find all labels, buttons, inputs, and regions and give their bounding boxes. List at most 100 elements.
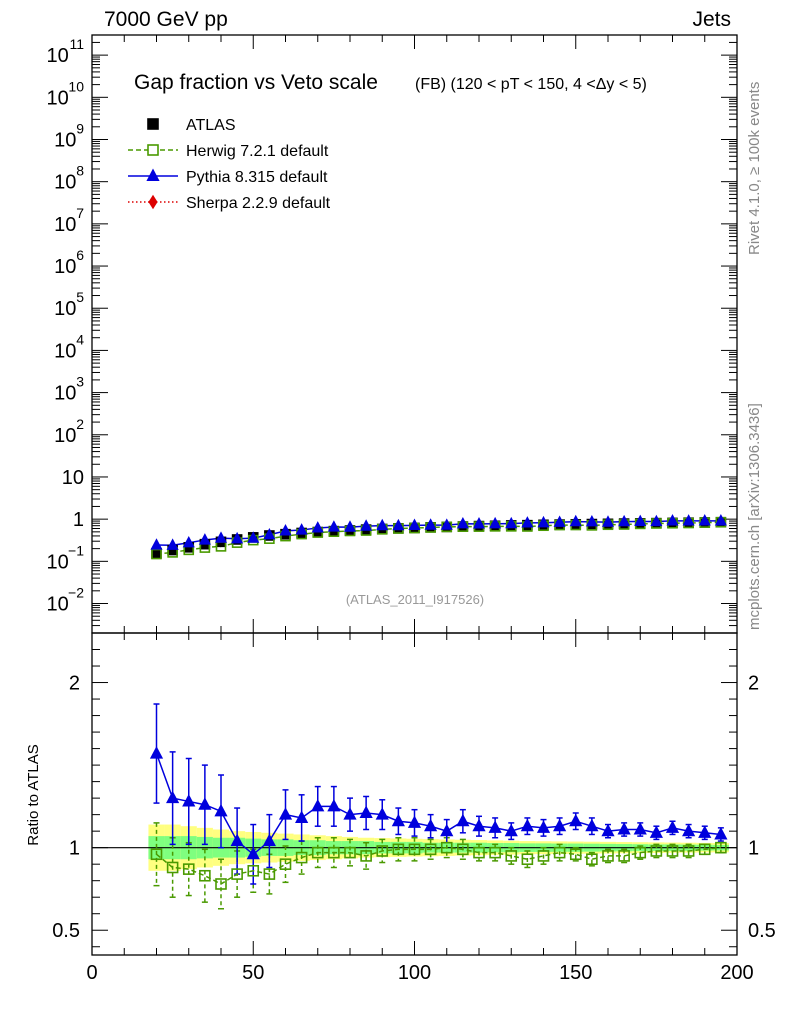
pythia-main-marker [408,518,421,530]
pythia-ratio-marker [520,818,534,832]
header-right: Jets [692,8,731,31]
pythia-ratio-marker [214,803,228,817]
pythia-main-marker [585,514,598,527]
legend-label-sherpa: Sherpa 2.2.9 default [186,195,331,212]
herwig-ratio-marker [231,868,243,880]
ratio-y-tick-label: 0.5 [52,920,80,942]
x-tick-label: 0 [86,962,97,984]
herwig-ratio-marker [311,846,324,859]
pythia-main-marker [231,531,244,544]
ratio-panel-data [149,703,728,910]
y-tick-label: 10 [54,383,76,405]
main-panel-data [150,513,727,560]
herwig-ratio-marker [328,846,340,859]
herwig-ratio-marker [295,851,308,864]
pythia-ratio-marker [262,833,276,847]
pythia-ratio-marker [327,798,341,812]
y-tick-exponent: 2 [76,416,84,432]
legend-label-pythia: Pythia 8.315 default [186,169,328,186]
herwig-ratio-marker [215,878,227,890]
pythia-main-marker [569,514,582,527]
herwig-ratio-marker [424,843,437,856]
herwig-ratio-marker [602,850,614,862]
rivet-label: Rivet 4.1.0, ≥ 100k events [746,81,763,255]
pythia-ratio-marker [504,823,518,837]
pythia-ratio-marker [278,807,293,820]
y-tick-exponent: 10 [68,78,84,94]
y-tick-exponent: −1 [68,542,84,558]
herwig-ratio-marker [650,845,663,857]
pythia-ratio-marker [149,746,164,759]
herwig-ratio-marker [682,845,695,857]
pythia-ratio-marker [553,818,567,832]
herwig-ratio-marker [537,850,550,862]
pythia-main-marker [489,516,502,529]
x-tick-label: 150 [559,962,592,984]
pythia-ratio-marker [649,825,663,838]
ratio-y-tick-label: 2 [69,673,80,695]
pythia-ratio-marker [343,807,357,820]
herwig-ratio-marker [199,869,211,882]
pythia-main-marker [214,531,228,543]
y-tick-exponent: 9 [76,120,84,136]
herwig-ratio-marker [553,846,566,859]
pythia-main-marker [537,515,550,528]
pythia-main-marker [295,523,308,535]
y-tick-label: 10 [62,467,84,489]
pythia-main-marker [150,538,163,550]
pythia-main-marker [182,535,195,548]
pythia-ratio-marker [424,818,438,832]
x-tick-label: 50 [242,962,264,984]
pythia-main-marker [714,514,727,526]
herwig-ratio-marker [457,843,469,856]
y-tick-exponent: 6 [76,247,84,263]
pythia-ratio-marker [488,820,502,833]
pythia-main-marker [343,520,357,532]
pythia-main-marker [376,518,389,531]
pythia-main-marker [618,514,631,527]
pythia-ratio-marker [569,813,583,827]
plot-text: Gap fraction vs Veto scale (FB) (120 < p… [25,71,647,846]
y-tick-label: 10 [47,551,69,573]
y-tick-label: 10 [54,256,76,278]
pythia-ratio-marker [698,825,712,838]
herwig-ratio-marker [505,850,518,862]
y-tick-exponent: 11 [69,36,84,52]
pythia-ratio-marker [230,833,244,847]
pythia-ratio-marker [391,813,405,827]
pythia-ratio-marker [440,823,454,837]
y-tick-label: 10 [47,87,69,109]
y-tick-label: 10 [54,298,76,320]
pythia-main-marker [424,518,437,530]
pythia-ratio-marker [633,822,647,835]
herwig-ratio-marker [618,850,630,862]
pythia-main-marker [472,517,486,529]
chart-subtitle: (FB) (120 < pT < 150, 4 <Δy < 5) [415,76,647,93]
x-tick-label: 200 [720,962,753,984]
herwig-ratio-marker [166,861,179,874]
pythia-ratio-marker [714,827,728,840]
herwig-ratio-marker [715,841,727,854]
herwig-ratio-marker [698,843,711,856]
pythia-main-marker [505,516,518,529]
pythia-ratio-marker [682,823,696,837]
pythia-main-marker [198,533,211,545]
ratio-y-tick-label: 1 [69,838,80,860]
y-tick-label: 10 [47,45,69,67]
pythia-ratio-marker [536,820,551,833]
chart-title: Gap fraction vs Veto scale [134,71,378,94]
y-tick-label: 10 [54,129,76,151]
pythia-main-marker [247,531,260,543]
herwig-ratio-marker [489,846,501,859]
y-tick-exponent: 5 [76,289,84,305]
pythia-main-marker [327,520,340,532]
herwig-ratio-marker [521,853,534,866]
x-tick-label: 100 [398,962,431,984]
herwig-ratio-marker [666,845,679,857]
herwig-ratio-marker [150,848,163,861]
pythia-main-marker [521,516,534,528]
pythia-ratio-marker [375,807,389,820]
pythia-ratio-marker [665,820,680,833]
pythia-ratio-marker [246,846,260,860]
